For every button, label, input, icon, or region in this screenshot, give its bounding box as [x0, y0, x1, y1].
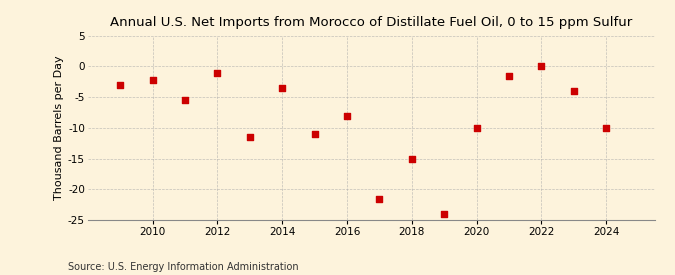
Title: Annual U.S. Net Imports from Morocco of Distillate Fuel Oil, 0 to 15 ppm Sulfur: Annual U.S. Net Imports from Morocco of …	[110, 16, 632, 29]
Point	[406, 156, 417, 161]
Point	[568, 89, 579, 93]
Point	[374, 196, 385, 201]
Text: Source: U.S. Energy Information Administration: Source: U.S. Energy Information Administ…	[68, 262, 298, 272]
Y-axis label: Thousand Barrels per Day: Thousand Barrels per Day	[54, 56, 64, 200]
Point	[244, 135, 255, 139]
Point	[147, 78, 158, 82]
Point	[212, 70, 223, 75]
Point	[601, 126, 612, 130]
Point	[536, 64, 547, 69]
Point	[471, 126, 482, 130]
Point	[309, 132, 320, 136]
Point	[115, 83, 126, 87]
Point	[342, 113, 352, 118]
Point	[439, 212, 450, 216]
Point	[277, 86, 288, 90]
Point	[504, 73, 514, 78]
Point	[180, 98, 190, 102]
